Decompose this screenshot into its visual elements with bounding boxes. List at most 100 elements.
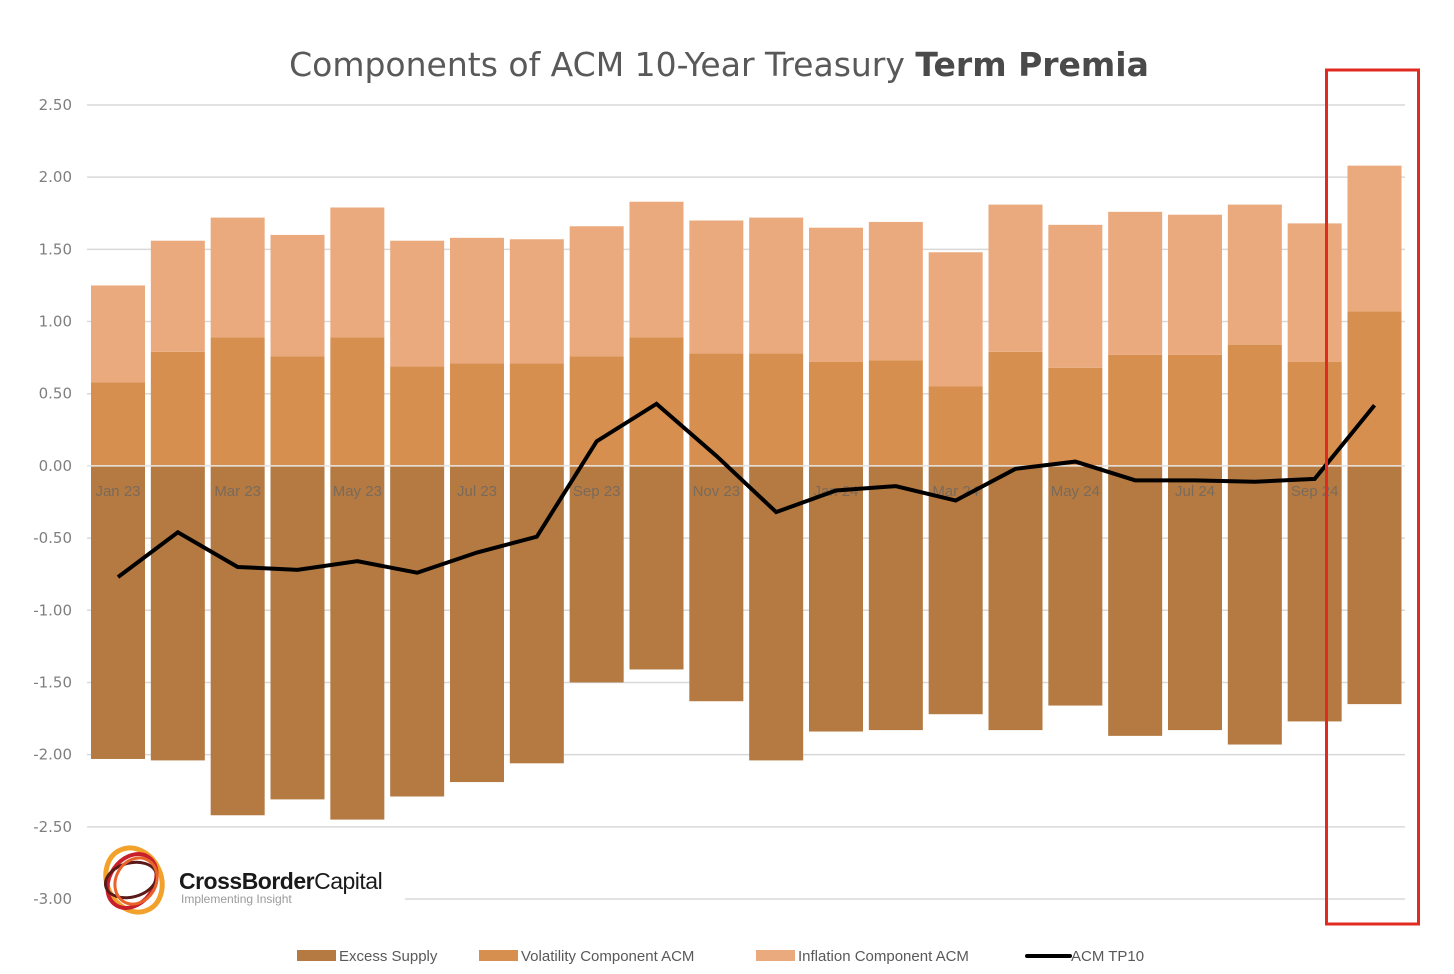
x-tick-label: Sep 23 xyxy=(573,483,621,500)
bar-inflation-component xyxy=(868,221,923,361)
bar-excess-supply xyxy=(509,465,564,764)
x-axis: Jan 23 Mar 23 May 23 Jul 23 Sep 23 Nov 23 Jan … xyxy=(95,483,1338,500)
bar-inflation-component xyxy=(1287,223,1342,362)
line-acm-tp10 xyxy=(116,401,1377,579)
y-tick-label: 0.50 xyxy=(39,385,72,403)
y-tick-label: -1.50 xyxy=(33,673,72,691)
bar-inflation-component xyxy=(629,201,684,338)
bar-excess-supply xyxy=(928,465,983,715)
crossborder-capital-logo: CrossBorderCapital Implementing Insight xyxy=(103,845,383,915)
bar-volatility-component xyxy=(1048,367,1103,466)
bar-volatility-component xyxy=(210,337,265,466)
bar-excess-supply xyxy=(1227,465,1282,745)
logo-name: CrossBorderCapital xyxy=(179,868,382,894)
acm-tp10-line-group xyxy=(116,401,1377,579)
y-tick-label: -1.00 xyxy=(33,601,72,619)
bar-volatility-component xyxy=(330,337,385,466)
bar-excess-supply xyxy=(629,465,684,670)
chart-title: Components of ACM 10-Year Treasury Term … xyxy=(289,45,1149,84)
highlight-box xyxy=(1325,68,1420,926)
bar-excess-supply xyxy=(150,465,205,761)
legend-item-volatility: Volatility Component ACM xyxy=(479,948,694,965)
bar-inflation-component xyxy=(210,217,265,338)
x-tick-label: May 23 xyxy=(333,483,382,500)
y-tick-label: 2.50 xyxy=(39,96,72,114)
bar-volatility-component xyxy=(1108,354,1163,466)
x-tick-label: Nov 23 xyxy=(693,483,741,500)
legend-label-excess-supply: Excess Supply xyxy=(339,948,438,965)
bar-excess-supply xyxy=(91,465,145,759)
y-tick-label: 1.00 xyxy=(39,313,72,331)
bar-excess-supply xyxy=(1168,465,1222,731)
bar-volatility-component xyxy=(809,361,863,466)
logo-rings-icon xyxy=(103,845,165,915)
chart-title-bold: Term Premia xyxy=(915,45,1148,84)
bar-inflation-component xyxy=(390,240,445,367)
bar-volatility-component xyxy=(1287,361,1342,466)
bar-excess-supply xyxy=(809,465,863,732)
bar-volatility-component xyxy=(270,356,325,466)
bar-excess-supply xyxy=(1287,465,1342,722)
bar-inflation-component xyxy=(749,217,804,354)
bar-volatility-component xyxy=(928,386,983,466)
chart-title-main: Components of ACM 10-Year Treasury xyxy=(289,45,905,84)
y-tick-label: -2.50 xyxy=(33,818,72,836)
legend: Excess Supply Volatility Component ACM I… xyxy=(297,948,1144,965)
bar-inflation-component xyxy=(270,234,325,357)
x-tick-label: May 24 xyxy=(1051,483,1100,500)
bar-inflation-component xyxy=(1347,165,1402,312)
bar-inflation-component xyxy=(1168,214,1222,355)
legend-item-inflation: Inflation Component ACM xyxy=(756,948,969,965)
bar-excess-supply xyxy=(450,465,504,783)
legend-swatch-excess-supply xyxy=(297,950,336,961)
legend-swatch-inflation xyxy=(756,950,795,961)
x-tick-label: Jul 23 xyxy=(457,483,497,500)
bar-excess-supply xyxy=(868,465,923,731)
bar-inflation-component xyxy=(150,240,205,352)
y-tick-label: 1.50 xyxy=(39,240,72,258)
bar-inflation-component xyxy=(330,207,385,338)
bar-volatility-component xyxy=(988,351,1043,466)
bar-inflation-component xyxy=(809,227,863,362)
bar-inflation-component xyxy=(1108,211,1163,355)
x-tick-label: Jul 24 xyxy=(1175,483,1215,500)
bar-volatility-component xyxy=(689,353,744,466)
bar-inflation-component xyxy=(569,226,624,357)
bar-volatility-component xyxy=(1347,311,1402,466)
x-tick-label: Sep 24 xyxy=(1291,483,1339,500)
bar-excess-supply xyxy=(210,465,265,816)
bars xyxy=(87,165,1405,820)
bar-volatility-component xyxy=(1227,344,1282,466)
logo-name-regular: Capital xyxy=(314,868,382,894)
bar-volatility-component xyxy=(390,366,445,466)
bar-volatility-component xyxy=(91,382,145,466)
bar-excess-supply xyxy=(749,465,804,761)
legend-label-volatility: Volatility Component ACM xyxy=(521,948,694,965)
bar-inflation-component xyxy=(91,285,145,383)
legend-label-inflation: Inflation Component ACM xyxy=(798,948,969,965)
y-tick-label: 2.00 xyxy=(39,168,72,186)
bar-excess-supply xyxy=(270,465,325,800)
y-tick-label: -0.50 xyxy=(33,529,72,547)
legend-label-acm-tp10: ACM TP10 xyxy=(1071,948,1144,965)
bar-excess-supply xyxy=(1108,465,1163,736)
bar-excess-supply xyxy=(569,465,624,683)
legend-item-acm-tp10: ACM TP10 xyxy=(1025,948,1144,965)
bar-volatility-component xyxy=(450,363,504,466)
bar-volatility-component xyxy=(569,356,624,466)
bar-volatility-component xyxy=(509,363,564,466)
bar-excess-supply xyxy=(1347,465,1402,705)
bar-inflation-component xyxy=(450,237,504,364)
bar-volatility-component xyxy=(868,360,923,466)
x-tick-label: Jan 23 xyxy=(95,483,140,500)
bar-excess-supply xyxy=(1048,465,1103,706)
logo-name-bold: CrossBorder xyxy=(179,868,315,894)
legend-swatch-volatility xyxy=(479,950,518,961)
bar-inflation-component xyxy=(1227,204,1282,345)
bar-inflation-component xyxy=(1048,224,1103,368)
bar-inflation-component xyxy=(509,239,564,364)
y-tick-label: -2.00 xyxy=(33,746,72,764)
y-axis: 2.50 2.00 1.50 1.00 0.50 0.00 -0.50 -1.00 -1.50 -… xyxy=(33,96,72,908)
bar-volatility-component xyxy=(150,351,205,466)
bar-excess-supply xyxy=(390,465,445,797)
